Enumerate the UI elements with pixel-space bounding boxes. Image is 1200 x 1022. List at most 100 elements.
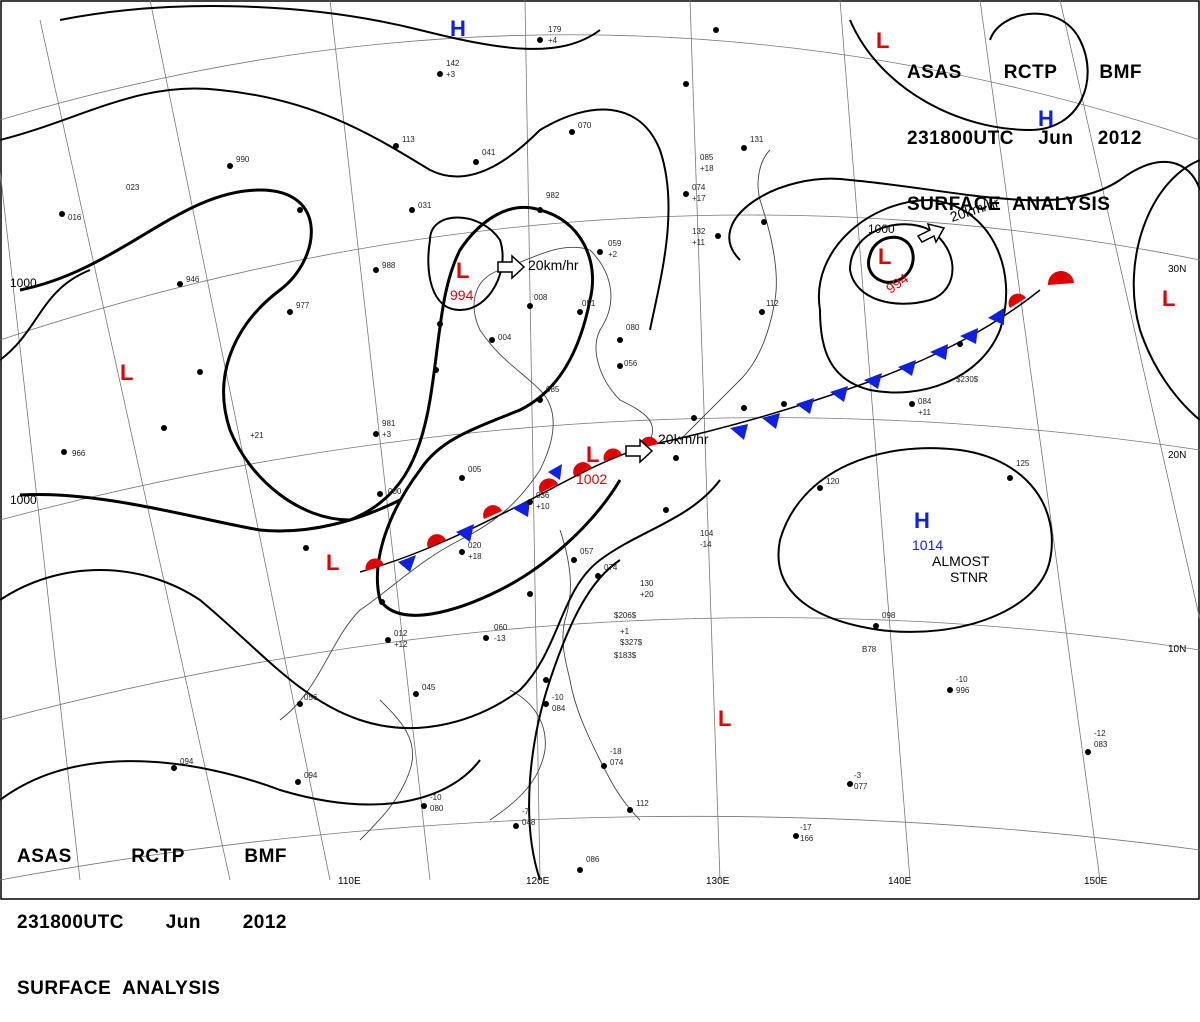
station-dot — [793, 833, 799, 839]
chart-title-top: ASAS RCTP BMF 231800UTC Jun 2012 SURFACE… — [907, 18, 1142, 238]
lon-label-140e: 140E — [888, 876, 912, 887]
station-value: $230$ — [956, 375, 979, 384]
station-dot — [373, 267, 379, 273]
station-dot — [297, 207, 303, 213]
isobar-top — [59, 5, 601, 50]
station-value: 132 — [692, 227, 706, 236]
low-center-letter: L — [326, 550, 339, 575]
station-dot — [409, 207, 415, 213]
station-value: +4 — [548, 36, 558, 45]
station-value: 077 — [854, 782, 868, 791]
parallel-line — [0, 214, 1200, 341]
station-dot — [373, 431, 379, 437]
station-dot — [459, 549, 465, 555]
station-dot — [781, 401, 787, 407]
parallel-line — [0, 34, 1200, 141]
station-dot — [421, 803, 427, 809]
station-value: -13 — [494, 634, 506, 643]
lat-label-10n: 10N — [1168, 644, 1186, 655]
station-dot — [873, 623, 879, 629]
station-dot — [61, 449, 67, 455]
station-dot — [741, 405, 747, 411]
isobar-northern — [0, 87, 670, 331]
station-value: 084 — [552, 704, 566, 713]
station-value: +11 — [918, 408, 932, 417]
station-value: 060 — [494, 623, 508, 632]
front-semicircle — [573, 462, 592, 476]
longitude-labels: 110E 120E 130E 140E 150E — [338, 876, 1108, 887]
front-triangle — [512, 500, 530, 517]
front-triangle — [988, 308, 1004, 325]
station-value: 990 — [236, 155, 250, 164]
front-semicircle — [1047, 270, 1074, 285]
title-subtitle: SURFACE ANALYSIS — [907, 194, 1111, 215]
station-value: 070 — [578, 121, 592, 130]
station-value: -3 — [854, 771, 862, 780]
isobar-1000-sw — [19, 492, 401, 533]
meridian-line — [689, 0, 721, 881]
motion-arrow-icon — [625, 438, 654, 464]
station-value: 057 — [580, 547, 594, 556]
front-triangle — [796, 398, 814, 414]
station-value: 094 — [180, 757, 194, 766]
station-dot — [527, 499, 533, 505]
station-value: -10 — [552, 693, 564, 702]
station-dot — [759, 309, 765, 315]
isobar-east — [1132, 159, 1200, 421]
station-dot — [513, 823, 519, 829]
low-center-letter: L — [456, 258, 469, 283]
title-station: RCTP — [1003, 62, 1058, 83]
motion-arrow-icon — [497, 254, 526, 280]
station-value: 031 — [418, 201, 432, 210]
station-dot — [543, 701, 549, 707]
station-dot — [297, 701, 303, 707]
isobars — [0, 5, 1200, 881]
station-value: +11 — [692, 238, 706, 247]
station-dot — [379, 599, 385, 605]
station-dot — [601, 763, 607, 769]
parallel-line — [0, 815, 1200, 881]
station-dot — [1085, 749, 1091, 755]
station-value: 012 — [394, 629, 408, 638]
japan-coast — [679, 149, 777, 441]
station-dot — [577, 309, 583, 315]
station-value: +18 — [468, 552, 482, 561]
station-value: +10 — [536, 502, 550, 511]
latitude-labels: 30N 20N 10N — [1168, 264, 1186, 655]
station-dot — [597, 249, 603, 255]
station-value: 098 — [882, 611, 896, 620]
station-value: 080 — [626, 323, 640, 332]
title-station: RCTP — [131, 846, 185, 867]
station-value: 996 — [956, 686, 970, 695]
title-source: ASAS — [907, 62, 962, 83]
station-dot — [617, 363, 623, 369]
station-value: 020 — [468, 541, 482, 550]
station-dot — [947, 687, 953, 693]
station-dot — [683, 81, 689, 87]
low-center-letter: L — [120, 360, 133, 385]
high-center-letter: H — [1038, 106, 1054, 131]
lon-label-150e: 150E — [1084, 876, 1108, 887]
station-dot — [459, 475, 465, 481]
meridian-line — [524, 0, 541, 881]
station-value: 085 — [546, 385, 560, 394]
station-value: 000 — [388, 487, 402, 496]
station-dot — [663, 507, 669, 513]
station-value: 946 — [186, 275, 200, 284]
station-value: 036 — [536, 491, 550, 500]
station-dot — [177, 281, 183, 287]
station-value: 094 — [304, 771, 318, 780]
station-value: $206$ — [614, 611, 637, 620]
station-value: 179 — [548, 25, 562, 34]
low-center-letter: L — [586, 442, 599, 467]
station-value: -14 — [700, 540, 712, 549]
coastlines — [279, 149, 777, 841]
station-value: +18 — [700, 164, 714, 173]
china-coast — [279, 246, 591, 721]
station-value: -7 — [522, 807, 530, 816]
title-time: 231800UTC — [17, 912, 124, 933]
low-center-letter: L — [718, 706, 731, 731]
station-dot — [909, 401, 915, 407]
almost-label: ALMOST — [932, 553, 990, 569]
chart-title-bottom: ASAS RCTP BMF 231800UTC Jun 2012 SURFACE… — [17, 802, 287, 1022]
